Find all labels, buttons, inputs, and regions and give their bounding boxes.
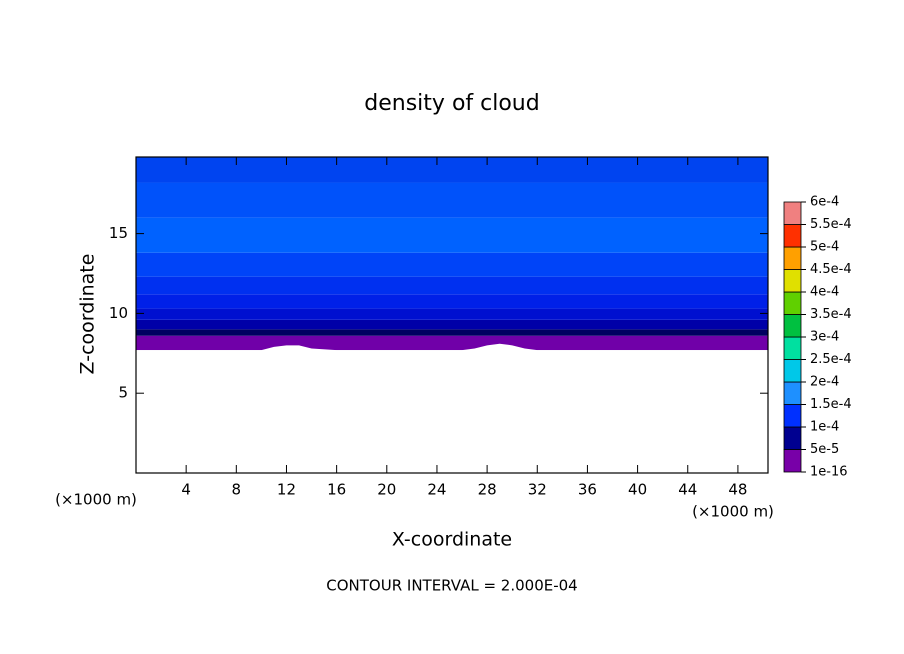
y-tick-label: 10 — [109, 304, 128, 322]
colorbar-label: 5e-5 — [810, 442, 839, 457]
colorbar-label: 1e-4 — [810, 420, 839, 435]
colorbar-label: 1.5e-4 — [810, 397, 852, 412]
x-axis-label: X-coordinate — [392, 529, 512, 551]
x-tick-label: 20 — [377, 481, 396, 499]
x-tick-label: 4 — [181, 481, 191, 499]
colorbar-label: 5.5e-4 — [810, 217, 852, 232]
footer-note: CONTOUR INTERVAL = 2.000E-04 — [326, 577, 577, 595]
contour-band — [136, 335, 768, 351]
colorbar-box — [783, 336, 802, 360]
y-tick-label: 15 — [109, 224, 128, 242]
contour-band — [136, 182, 768, 218]
colorbar-box — [783, 291, 802, 315]
contour-band — [136, 157, 768, 183]
colorbar-box — [783, 246, 802, 270]
y-unit-label: (×1000 m) — [55, 491, 137, 509]
colorbar-box — [783, 404, 802, 428]
colorbar-box — [783, 449, 802, 473]
contour-band — [136, 276, 768, 295]
chart-title: density of cloud — [364, 91, 539, 116]
contour-band — [136, 252, 768, 277]
x-tick-label: 32 — [528, 481, 547, 499]
colorbar-label: 5e-4 — [810, 240, 839, 255]
colorbar-box — [783, 381, 802, 405]
x-tick-label: 48 — [728, 481, 747, 499]
y-axis-label: Z-coordinate — [77, 254, 99, 375]
contour-band — [136, 308, 768, 320]
colorbar-label: 6e-4 — [810, 195, 839, 210]
colorbar-label: 2.5e-4 — [810, 352, 852, 367]
x-tick-label: 8 — [232, 481, 242, 499]
x-tick-label: 40 — [628, 481, 647, 499]
colorbar-label: 1e-16 — [810, 465, 848, 480]
x-tick-label: 12 — [277, 481, 296, 499]
x-tick-label: 44 — [678, 481, 697, 499]
x-tick-label: 28 — [478, 481, 497, 499]
x-tick-label: 16 — [327, 481, 346, 499]
plot-area — [136, 157, 768, 473]
colorbar-box — [783, 201, 802, 225]
colorbar-label: 3e-4 — [810, 330, 839, 345]
x-tick-label: 36 — [578, 481, 597, 499]
plot-frame — [135, 156, 769, 474]
colorbar-label: 4.5e-4 — [810, 262, 852, 277]
colorbar-box — [783, 426, 802, 450]
colorbar-label: 3.5e-4 — [810, 307, 852, 322]
contour-band — [136, 217, 768, 253]
colorbar-label: 2e-4 — [810, 375, 839, 390]
colorbar-label: 4e-4 — [810, 285, 839, 300]
colorbar-box — [783, 224, 802, 248]
contour-band — [136, 294, 768, 309]
contour-band — [136, 319, 768, 330]
cloud-base — [136, 343, 768, 473]
colorbar-box — [783, 359, 802, 383]
x-unit-label: (×1000 m) — [692, 503, 774, 521]
colorbar-box — [783, 269, 802, 293]
y-tick-label: 5 — [118, 384, 128, 402]
contour-band — [136, 329, 768, 336]
x-tick-label: 24 — [427, 481, 446, 499]
colorbar-box — [783, 314, 802, 338]
